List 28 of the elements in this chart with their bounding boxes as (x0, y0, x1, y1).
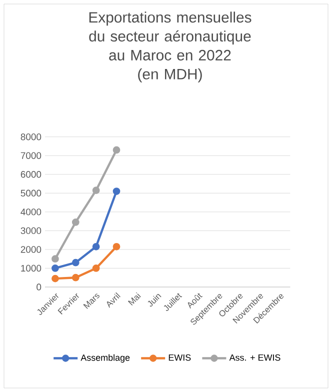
point (92, 186, 100, 194)
point (112, 146, 120, 154)
y-tick-label: 1000 (21, 264, 42, 272)
legend-label: Ass. + EWIS (229, 354, 280, 361)
legend-label: Assemblage (80, 354, 130, 363)
y-tick-label: 3000 (20, 227, 42, 234)
y-tick-label: 0 (36, 284, 42, 290)
y-tick-label: 5000 (20, 190, 42, 197)
point (112, 242, 120, 250)
y-tick-label: 2000 (20, 246, 42, 253)
point (52, 274, 59, 282)
point (52, 264, 59, 272)
point (72, 258, 80, 266)
x-tick-label: Juin (148, 294, 162, 307)
point (72, 218, 80, 226)
point (92, 242, 100, 250)
point (112, 188, 120, 195)
chart-subtitle: (en MDH) (138, 68, 202, 82)
legend-label: EWIS (168, 354, 191, 361)
point (52, 255, 59, 263)
y-tick-label: 4000 (20, 208, 42, 216)
x-tick-label: Mai (128, 292, 141, 306)
point (92, 264, 100, 272)
chart-title: Exportations mensuelles du secteur aéronautique au Maroc en 2022 (89, 12, 252, 60)
point (72, 274, 80, 282)
y-tick-label: 7000 (20, 152, 42, 159)
y-tick-label: 6000 (20, 171, 42, 178)
y-tick-label: 8000 (20, 133, 42, 140)
